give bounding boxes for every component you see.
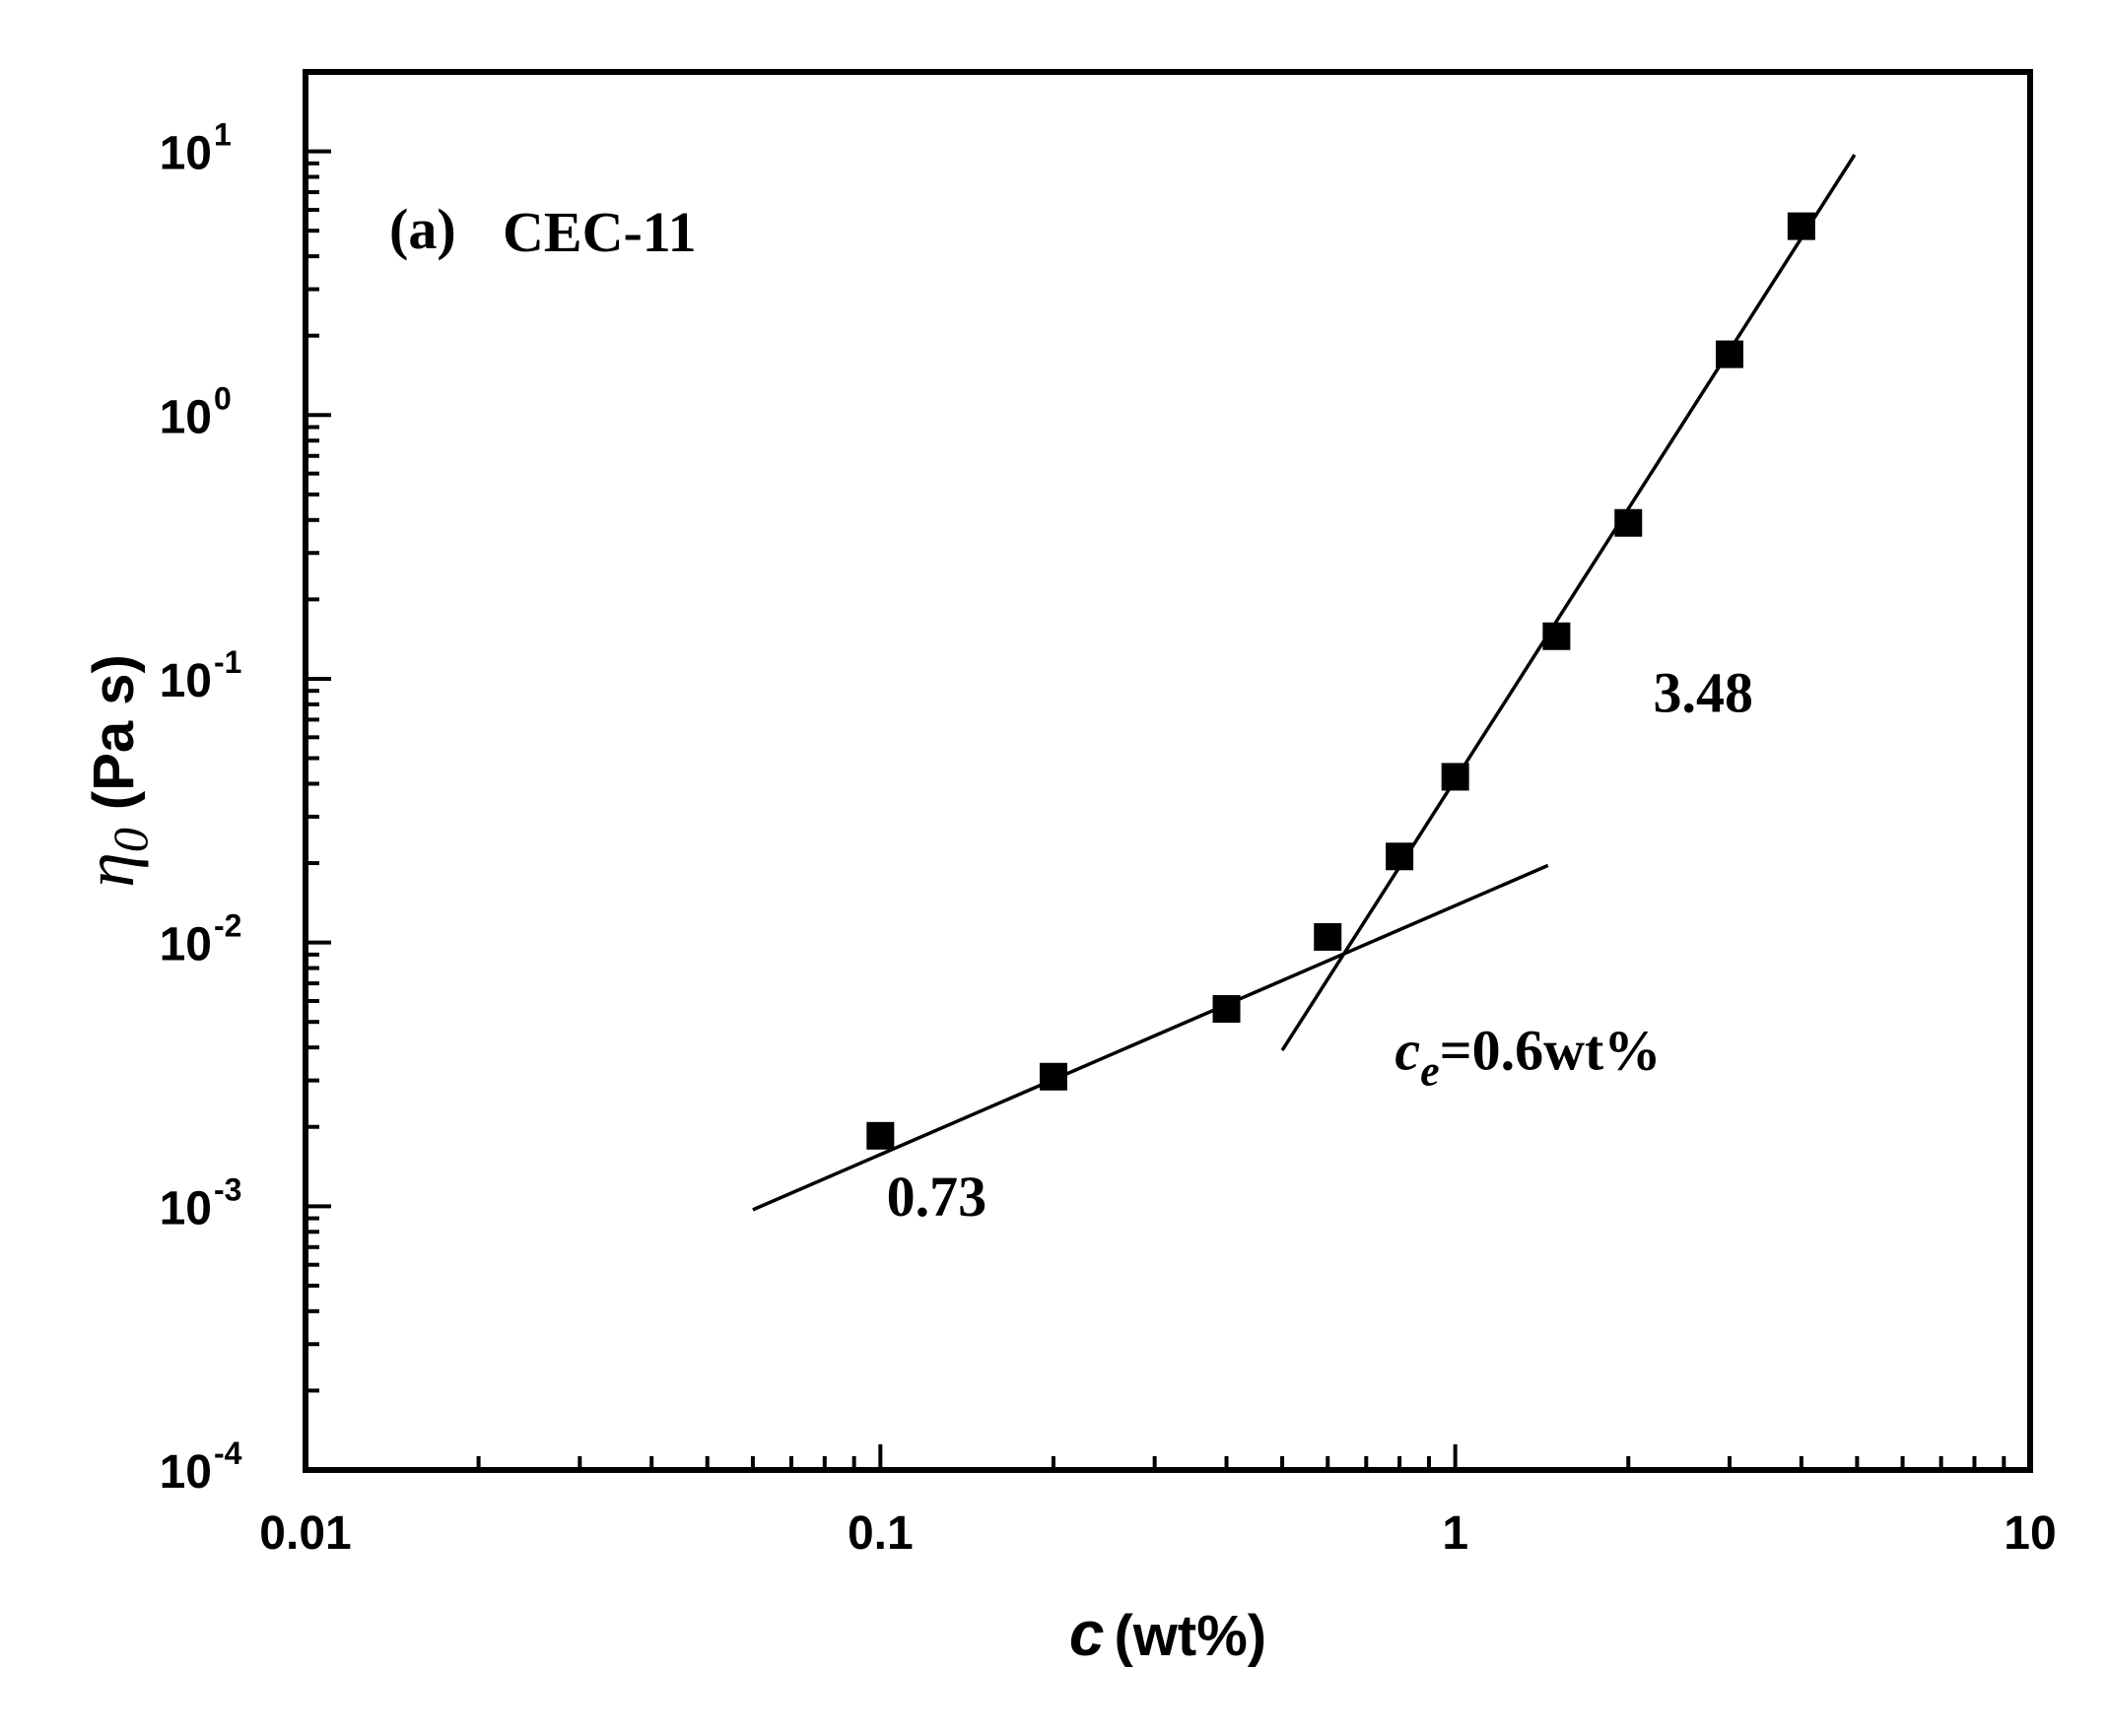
annotation-slope-low: 0.73 <box>887 1165 987 1229</box>
y-axis-symbol: η <box>70 852 149 888</box>
data-point <box>1441 763 1469 791</box>
panel-label: (a) <box>389 197 456 261</box>
x-tick-label: 0.1 <box>848 1507 914 1560</box>
y-axis-subscript: 0 <box>102 828 158 852</box>
fit-line-high <box>1280 154 1857 1052</box>
y-tick-exponent: -1 <box>214 644 241 680</box>
y-tick-label: 10 <box>160 655 212 707</box>
ce-subscript: e <box>1420 1047 1440 1096</box>
y-tick-label: 10 <box>160 919 212 971</box>
y-tick-label: 10 <box>160 1446 212 1499</box>
annotation-slope-high: 3.48 <box>1654 660 1754 724</box>
ticks-layer <box>304 70 2032 1472</box>
fit-line-low <box>752 863 1549 1212</box>
data-point <box>1542 622 1571 650</box>
plot-frame <box>303 69 2033 1473</box>
y-tick-exponent: -2 <box>214 908 241 944</box>
data-point <box>866 1121 895 1150</box>
x-axis-title: c (wt%) <box>1069 1598 1266 1669</box>
sample-label: CEC-11 <box>503 200 697 264</box>
data-point <box>1614 508 1643 537</box>
y-tick-label: 10 <box>160 128 212 180</box>
fit-lines <box>752 154 1857 1212</box>
annotation-ce: ce=0.6wt% <box>1394 1019 1661 1096</box>
y-axis-title: η0 (Pa s) <box>70 654 158 888</box>
y-tick-label: 10 <box>160 1182 212 1235</box>
data-point <box>1039 1062 1067 1091</box>
data-point <box>1715 340 1743 368</box>
x-tick-label: 1 <box>1442 1507 1468 1560</box>
y-tick-exponent: -4 <box>214 1436 242 1471</box>
data-point <box>1787 212 1815 240</box>
x-axis-unit: (wt%) <box>1114 1604 1266 1668</box>
ce-symbol: c <box>1394 1019 1420 1083</box>
data-points <box>866 212 1815 1150</box>
y-tick-exponent: 1 <box>214 117 232 153</box>
y-tick-label: 10 <box>160 391 212 443</box>
y-axis-unit: (Pa s) <box>82 654 146 810</box>
data-point <box>1212 995 1241 1024</box>
y-tick-exponent: -3 <box>214 1171 241 1207</box>
data-point <box>1386 842 1414 871</box>
y-tick-exponent: 0 <box>214 380 232 416</box>
data-point <box>1314 922 1342 951</box>
ce-value: =0.6wt% <box>1440 1019 1662 1083</box>
x-axis-symbol: c <box>1069 1598 1105 1669</box>
x-tick-label: 0.01 <box>259 1507 351 1560</box>
x-tick-labels: 0.01 0.1 1 10 <box>259 1507 2056 1560</box>
x-tick-label: 10 <box>2004 1507 2056 1560</box>
